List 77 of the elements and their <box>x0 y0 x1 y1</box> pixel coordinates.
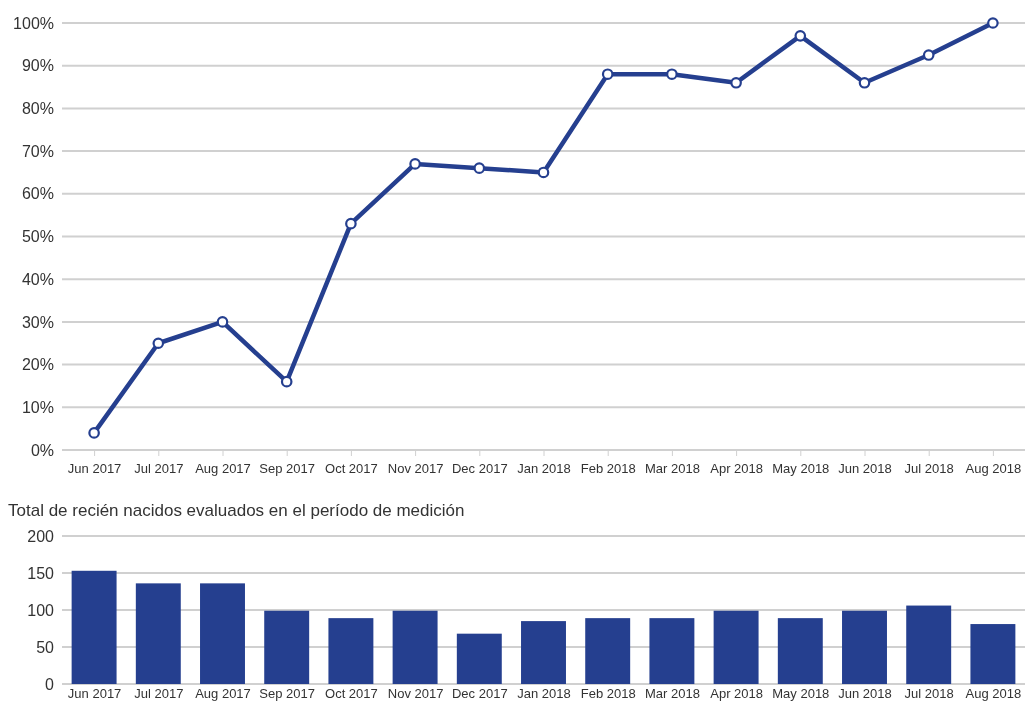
x-tick-label: Nov 2017 <box>387 686 444 702</box>
point <box>345 217 357 230</box>
bar <box>456 633 502 684</box>
point <box>152 337 165 350</box>
y-tick-label: 150 <box>27 564 55 582</box>
y-tick-label: 40% <box>21 270 54 288</box>
bar <box>135 583 181 684</box>
point <box>473 162 486 174</box>
x-tick-label: Apr 2018 <box>710 686 763 702</box>
x-tick-label: Nov 2017 <box>387 461 444 477</box>
bar <box>970 624 1016 684</box>
x-tick-label: Sep 2017 <box>259 686 316 702</box>
x-tick-label: Jul 2017 <box>134 686 184 702</box>
y-tick-label: 100 <box>27 601 55 619</box>
x-tick-label: Mar 2018 <box>644 461 700 477</box>
bar <box>200 583 245 684</box>
bar <box>777 618 823 684</box>
point <box>730 76 742 89</box>
y-tick-label: 30% <box>21 313 54 331</box>
x-tick-label: Aug 2018 <box>965 461 1022 477</box>
y-tick-label: 60% <box>21 185 54 203</box>
bar <box>392 610 438 684</box>
point <box>858 76 871 89</box>
point <box>409 158 421 170</box>
y-tick-label: 0 <box>45 675 55 693</box>
point <box>922 49 935 61</box>
bar <box>521 621 566 684</box>
x-tick-label: Jan 2018 <box>517 686 571 702</box>
x-tick-label: Dec 2017 <box>451 461 508 477</box>
bar <box>842 610 887 684</box>
x-tick-label: Aug 2018 <box>965 686 1022 702</box>
point <box>601 68 614 81</box>
point <box>794 30 807 42</box>
y-tick-label: 10% <box>21 398 54 416</box>
y-tick-label: 20% <box>21 356 54 374</box>
chart-title: Total de recién nacidos evaluados en el período de medición <box>8 501 465 520</box>
point <box>987 17 999 29</box>
x-tick-label: Sep 2017 <box>259 461 316 477</box>
x-tick-label: Oct 2017 <box>325 686 378 702</box>
point <box>666 68 678 81</box>
x-tick-label: Feb 2018 <box>580 461 636 477</box>
x-tick-label: Mar 2018 <box>644 686 700 702</box>
bar <box>264 610 310 684</box>
x-tick-label: Jan 2018 <box>517 461 571 477</box>
bar <box>649 618 695 684</box>
x-tick-label: Aug 2017 <box>195 686 251 702</box>
x-tick-label: Oct 2017 <box>325 461 378 477</box>
x-tick-label: Jul 2018 <box>904 461 954 477</box>
y-tick-label: 50 <box>36 638 55 656</box>
y-tick-label: 50% <box>21 228 54 246</box>
y-tick-label: 80% <box>21 100 54 118</box>
x-tick-label: Jul 2017 <box>134 461 184 477</box>
y-tick-label: 100% <box>13 14 54 32</box>
x-tick-label: Jun 2018 <box>838 461 892 477</box>
point <box>88 427 100 439</box>
y-tick-label: 90% <box>21 57 54 75</box>
point <box>216 316 229 328</box>
x-tick-label: Aug 2017 <box>195 461 251 477</box>
x-tick-label: Dec 2017 <box>451 686 508 702</box>
x-tick-label: Feb 2018 <box>580 686 636 702</box>
y-tick-label: 70% <box>21 142 54 160</box>
bar <box>585 618 631 684</box>
x-tick-label: Jun 2017 <box>67 461 122 477</box>
x-tick-label: Apr 2018 <box>710 461 763 477</box>
bar <box>906 605 952 684</box>
point <box>280 375 293 388</box>
bar <box>328 618 374 684</box>
x-tick-label: Jun 2017 <box>67 686 122 702</box>
x-tick-label: Jul 2018 <box>904 686 954 702</box>
x-tick-label: Jun 2018 <box>838 686 892 702</box>
bar <box>71 570 117 684</box>
y-tick-label: 0% <box>30 441 54 459</box>
x-tick-label: May 2018 <box>772 461 830 477</box>
x-tick-label: May 2018 <box>772 686 830 702</box>
y-tick-label: 200 <box>27 527 55 545</box>
bar <box>713 610 759 684</box>
point <box>537 166 550 179</box>
